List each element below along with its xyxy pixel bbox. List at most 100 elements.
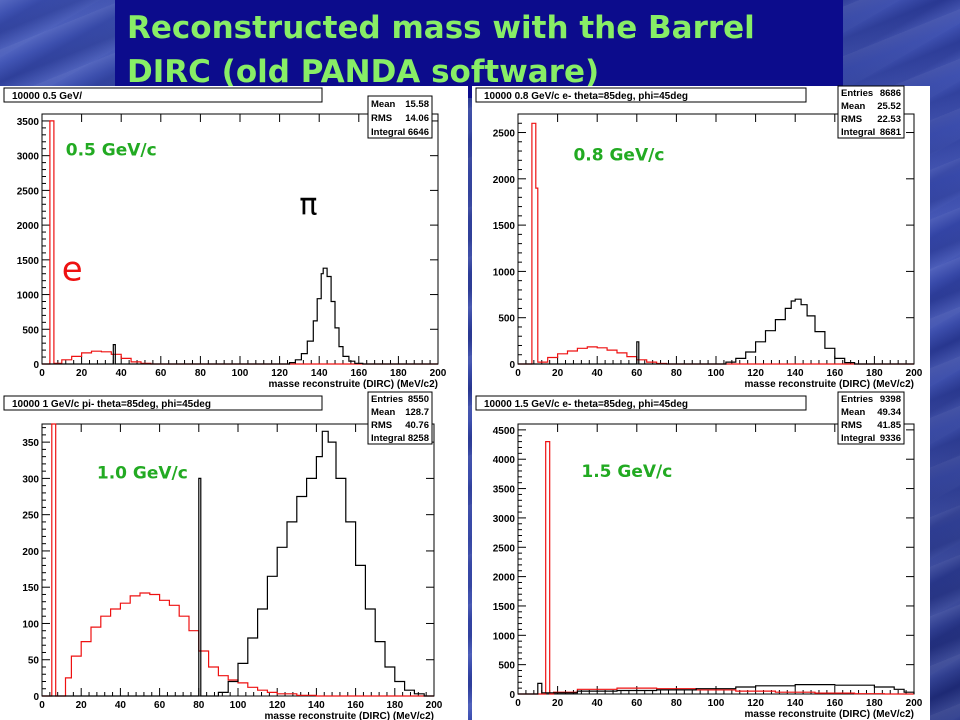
y-tick-label: 500 [498, 661, 515, 672]
panel-background [472, 392, 930, 720]
stats-label: Entries [371, 394, 403, 405]
x-tick-label: 140 [311, 368, 328, 379]
stats-label: Entries [841, 394, 873, 405]
y-tick-label: 1000 [17, 291, 40, 302]
x-tick-label: 160 [826, 368, 843, 379]
x-tick-label: 100 [708, 368, 725, 379]
stats-box [837, 85, 905, 139]
x-tick-label: 0 [515, 368, 521, 379]
x-axis-label: masse reconstruite (DIRC) (MeV/c2) [265, 711, 435, 720]
stats-box [367, 391, 433, 445]
stats-value: 8686 [880, 88, 901, 99]
pion-label: π [299, 188, 317, 223]
y-tick-label: 100 [22, 619, 39, 630]
y-tick-label: 500 [22, 325, 39, 336]
y-tick-label: 50 [28, 656, 40, 667]
histogram-title-box [475, 87, 807, 103]
stats-value: 15.58 [405, 99, 429, 110]
x-tick-label: 120 [747, 698, 764, 709]
y-tick-label: 250 [22, 511, 39, 522]
pion-histogram-line [42, 430, 434, 697]
y-tick-label: 2500 [17, 186, 40, 197]
y-tick-label: 150 [22, 583, 39, 594]
stats-value: 49.34 [877, 407, 901, 418]
x-tick-label: 160 [347, 700, 364, 711]
x-tick-label: 40 [592, 698, 604, 709]
y-tick-label: 1500 [17, 256, 40, 267]
x-tick-label: 120 [271, 368, 288, 379]
y-tick-label: 0 [33, 360, 39, 371]
momentum-label: 0.5 GeV/c [66, 141, 157, 161]
y-tick-label: 350 [22, 438, 39, 449]
x-tick-label: 180 [386, 700, 403, 711]
x-tick-label: 200 [426, 700, 443, 711]
histogram-title: 10000 0.5 GeV/ [12, 91, 82, 102]
y-tick-label: 2000 [17, 221, 40, 232]
x-tick-label: 20 [76, 368, 88, 379]
x-tick-label: 80 [671, 368, 683, 379]
histogram-title-box [3, 395, 323, 411]
momentum-label: 1.0 GeV/c [97, 463, 188, 483]
histogram-panel-2: 0 20 40 60 80 100 120 140 160 180 2000500100015002… [472, 85, 930, 392]
electron-histogram-line [518, 122, 914, 365]
stats-label: Integral [841, 433, 875, 444]
y-tick-label: 1500 [493, 221, 516, 232]
stats-label: Mean [371, 99, 395, 110]
x-tick-label: 100 [230, 700, 247, 711]
electron-histogram-line [42, 120, 438, 365]
stats-value: 25.52 [877, 101, 901, 112]
x-tick-label: 160 [826, 698, 843, 709]
histogram-title: 10000 1 GeV/c pi- theta=85deg, phi=45deg [12, 399, 211, 410]
pion-histogram-line [42, 267, 438, 365]
x-tick-label: 160 [350, 368, 367, 379]
histogram-panel-3: 0 20 40 60 80 100 120 140 160 180 200 0 50 100 150 200 2… [0, 391, 468, 720]
y-tick-label: 200 [22, 547, 39, 558]
y-tick-label: 3000 [493, 514, 516, 525]
stats-value: 8681 [880, 127, 902, 138]
x-tick-label: 0 [515, 698, 521, 709]
x-tick-label: 180 [866, 698, 883, 709]
stats-value: 8258 [408, 433, 429, 444]
y-tick-label: 3500 [493, 485, 516, 496]
x-tick-label: 200 [906, 698, 923, 709]
panel-background [0, 392, 468, 720]
y-tick-label: 2000 [493, 175, 516, 186]
x-tick-label: 60 [154, 700, 166, 711]
x-tick-label: 140 [787, 698, 804, 709]
x-tick-label: 60 [631, 368, 643, 379]
electron-histogram-line [42, 423, 434, 697]
momentum-label: 1.5 GeV/c [581, 462, 672, 482]
x-tick-label: 80 [193, 700, 205, 711]
stats-label: Mean [841, 101, 865, 112]
stats-value: 6646 [408, 127, 429, 138]
stats-value: 14.06 [405, 113, 429, 124]
y-tick-label: 1000 [493, 267, 516, 278]
y-tick-label: 2000 [493, 573, 516, 584]
x-tick-label: 200 [430, 368, 447, 379]
momentum-label: 0.8 GeV/c [573, 145, 664, 165]
histogram-title-box [3, 87, 323, 103]
x-axis-label: masse reconstruite (DIRC) (MeV/c2) [269, 379, 439, 390]
stats-value: 128.7 [405, 407, 429, 418]
stats-box [837, 391, 905, 445]
x-tick-label: 0 [39, 700, 45, 711]
x-tick-label: 80 [671, 698, 683, 709]
y-tick-label: 1000 [493, 631, 516, 642]
title-box: Reconstructed mass with the Barrel DIRC … [115, 0, 843, 98]
x-tick-label: 180 [866, 368, 883, 379]
y-tick-label: 1500 [493, 602, 516, 613]
x-tick-label: 40 [116, 368, 128, 379]
x-tick-label: 140 [787, 368, 804, 379]
y-tick-label: 0 [509, 360, 515, 371]
page-title-line-2: DIRC (old PANDA software) [127, 54, 600, 90]
y-tick-label: 3500 [17, 117, 40, 128]
stats-value: 8550 [408, 394, 429, 405]
histogram-title-box [475, 395, 807, 411]
y-tick-label: 2500 [493, 543, 516, 554]
x-tick-label: 20 [552, 368, 564, 379]
histogram-title: 10000 0.8 GeV/c e- theta=85deg, phi=45de… [484, 91, 688, 102]
x-tick-label: 100 [232, 368, 249, 379]
stats-box [367, 95, 433, 139]
histogram-panel-4: 0 20 40 60 80 100 120 140 160 180 2000500100015002… [472, 391, 930, 720]
x-tick-label: 180 [390, 368, 407, 379]
